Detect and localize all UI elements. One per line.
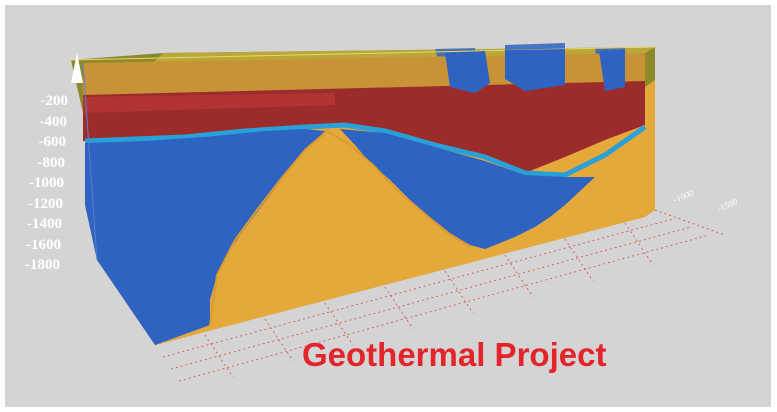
upper-conductive-pocket xyxy=(505,49,565,91)
resistivity-model-3d[interactable] xyxy=(5,5,771,407)
upper-conductive-pocket xyxy=(445,51,490,93)
up-arrow-icon xyxy=(71,53,83,83)
3d-viewport[interactable]: -200 -400 -600 -800 -1000 -1200 -1400 -1600 -180… xyxy=(5,5,771,407)
transition-zone xyxy=(84,122,647,178)
upper-conductive-pocket xyxy=(599,50,625,91)
project-title: Geothermal Project xyxy=(302,336,607,373)
depth-tick-label: -1200 xyxy=(28,195,63,212)
depth-tick-label: -800 xyxy=(37,154,66,171)
depth-tick-label: -400 xyxy=(39,113,68,130)
central-resistive-dome xyxy=(209,129,471,326)
left-conductive-body xyxy=(85,129,325,345)
right-face xyxy=(645,47,655,217)
cap-layer-highlight xyxy=(83,93,335,113)
upper-resistive-band xyxy=(83,53,645,100)
depth-tick-label: -1400 xyxy=(27,216,62,232)
right-conductive-body xyxy=(340,129,595,249)
depth-tick-label: -1800 xyxy=(25,257,60,273)
depth-tick-label: -1600 xyxy=(26,236,61,253)
depth-tick-label: -1000 xyxy=(29,175,64,191)
depth-tick-label: -600 xyxy=(38,134,67,150)
depth-tick-label: -200 xyxy=(40,93,69,109)
